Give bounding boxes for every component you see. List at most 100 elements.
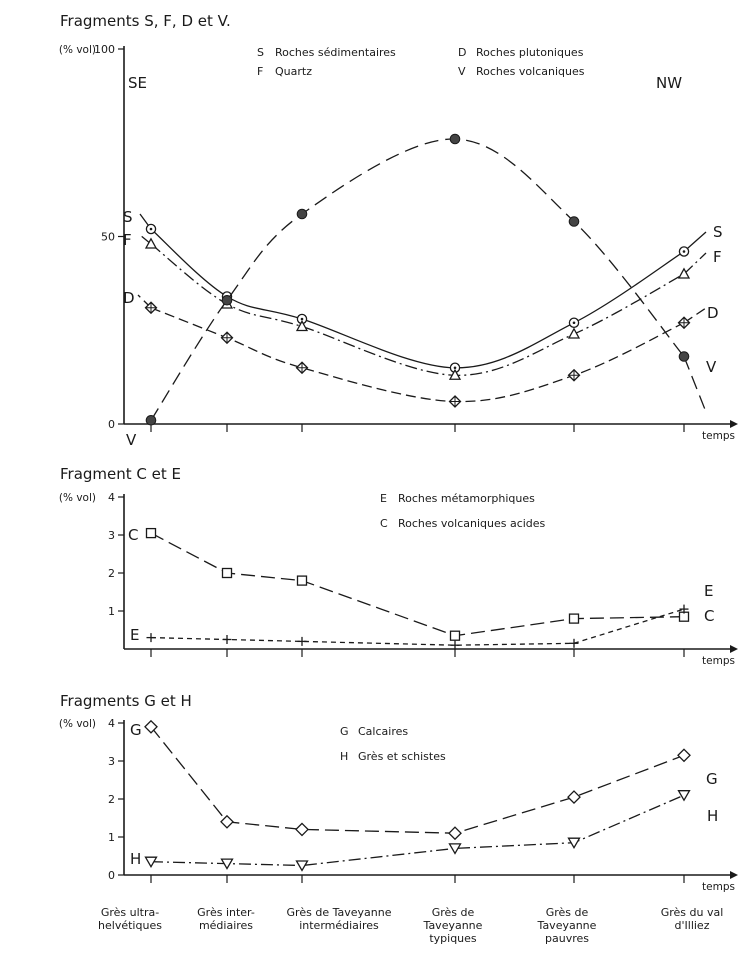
y-tick-label: 50 xyxy=(101,231,115,244)
chart-title: Fragments S, F, D et V. xyxy=(60,12,231,30)
data-point-D-5 xyxy=(677,316,691,330)
series-label-right-S: S xyxy=(713,223,723,241)
data-point-G-1 xyxy=(220,814,234,829)
series-label-right-C: C xyxy=(704,607,714,625)
category-label: Grès de Taveyanne pauvres xyxy=(537,906,597,945)
legend-key-D: D xyxy=(458,46,466,59)
data-point-F-3 xyxy=(448,368,462,380)
data-point-H-5 xyxy=(677,790,691,802)
category-label: Grès de Taveyanne intermédiaires xyxy=(287,906,392,932)
data-point-C-0 xyxy=(145,527,157,539)
series-label-right-E: E xyxy=(704,582,713,600)
legend-text-G: Calcaires xyxy=(358,725,408,738)
series-line-D xyxy=(150,307,685,403)
series-label-right-F: F xyxy=(713,248,722,266)
data-point-H-3 xyxy=(448,843,462,855)
series-line-H xyxy=(150,794,685,867)
data-point-D-0 xyxy=(144,301,158,315)
series-label-right-G: G xyxy=(706,770,718,788)
data-point-H-4 xyxy=(567,837,581,849)
series-label-left-S: S xyxy=(123,208,133,226)
data-point-V-4 xyxy=(568,216,580,227)
x-axis-label: temps xyxy=(702,881,735,893)
data-point-V-0 xyxy=(145,414,157,426)
legend-text-F: Quartz xyxy=(275,65,312,78)
data-point-F-2 xyxy=(295,319,309,332)
data-point-C-1 xyxy=(221,567,233,579)
y-tick-label: 0 xyxy=(108,418,115,431)
data-point-H-1 xyxy=(220,858,234,870)
legend-key-F: F xyxy=(257,65,263,78)
y-tick-label: 3 xyxy=(108,529,115,542)
chart-title: Fragments G et H xyxy=(60,692,192,710)
data-point-H-0 xyxy=(144,856,158,868)
category-label: Grès de Taveyanne typiques xyxy=(423,906,483,945)
side-label-left: SE xyxy=(128,74,147,92)
y-axis-label: (% vol) xyxy=(59,44,96,56)
data-point-V-3 xyxy=(449,133,461,145)
data-point-E-5 xyxy=(679,604,689,614)
data-point-E-3 xyxy=(450,640,460,650)
series-label-left-V: V xyxy=(126,431,137,449)
x-axis-label: temps xyxy=(702,430,735,442)
series-line-V xyxy=(150,138,685,421)
series-label-right-V: V xyxy=(706,358,717,376)
y-axis-label: (% vol) xyxy=(59,718,96,730)
x-axis-arrow xyxy=(730,645,738,653)
data-point-D-1 xyxy=(220,331,234,345)
series-label-left-E: E xyxy=(130,626,139,644)
data-point-E-1 xyxy=(222,635,232,644)
chart-title: Fragment C et E xyxy=(60,465,181,483)
data-point-C-4 xyxy=(568,613,580,624)
series-line-C xyxy=(150,532,685,637)
data-point-E-2 xyxy=(297,636,307,646)
data-point-D-3 xyxy=(448,395,462,408)
legend-key-H: H xyxy=(340,750,348,763)
legend-key-E: E xyxy=(380,492,387,505)
y-axis-label: (% vol) xyxy=(59,492,96,504)
legend-key-C: C xyxy=(380,517,388,530)
y-tick-label: 100 xyxy=(94,43,115,56)
legend-text-E: Roches métamorphiques xyxy=(398,492,535,505)
data-point-V-5 xyxy=(678,351,690,362)
data-point-C-3 xyxy=(449,630,461,641)
data-point-D-4 xyxy=(567,368,581,382)
data-point-F-4 xyxy=(567,327,581,339)
data-point-F-0 xyxy=(144,237,158,249)
category-label: Grès du val d'Illiez xyxy=(661,906,724,932)
legend-key-G: G xyxy=(340,725,349,738)
y-tick-label: 3 xyxy=(108,755,115,768)
legend-text-H: Grès et schistes xyxy=(358,750,446,763)
legend-text-S: Roches sédimentaires xyxy=(275,46,396,59)
data-point-S-3 xyxy=(449,362,461,373)
data-point-D-2 xyxy=(295,361,309,375)
y-tick-label: 2 xyxy=(108,793,115,806)
y-tick-label: 4 xyxy=(108,491,115,504)
y-tick-label: 0 xyxy=(108,869,115,882)
data-point-G-2 xyxy=(295,822,309,837)
data-point-S-5 xyxy=(678,246,690,257)
series-line-V-tail-end xyxy=(683,356,707,413)
series-label-left-H: H xyxy=(130,850,141,868)
series-label-left-F: F xyxy=(123,231,132,249)
x-axis-arrow xyxy=(730,420,738,428)
data-point-G-5 xyxy=(677,748,691,763)
category-label: Grès inter-médiaires xyxy=(197,906,255,932)
y-tick-label: 2 xyxy=(108,567,115,580)
data-point-H-2 xyxy=(295,860,309,872)
series-line-F xyxy=(150,243,685,376)
side-label-right: NW xyxy=(656,74,682,92)
data-point-C-2 xyxy=(296,575,308,586)
series-line-E xyxy=(150,608,685,646)
series-label-left-G: G xyxy=(130,721,142,739)
x-axis-label: temps xyxy=(702,655,735,667)
category-label: Grès ultra-helvétiques xyxy=(98,906,162,932)
data-point-S-4 xyxy=(568,317,580,328)
series-label-left-D: D xyxy=(123,289,135,307)
legend-text-V: Roches volcaniques xyxy=(476,65,585,78)
data-point-S-0 xyxy=(145,223,157,235)
data-point-F-5 xyxy=(677,267,691,279)
series-label-right-H: H xyxy=(707,807,718,825)
legend-key-S: S xyxy=(257,46,264,59)
series-label-left-C: C xyxy=(128,526,138,544)
